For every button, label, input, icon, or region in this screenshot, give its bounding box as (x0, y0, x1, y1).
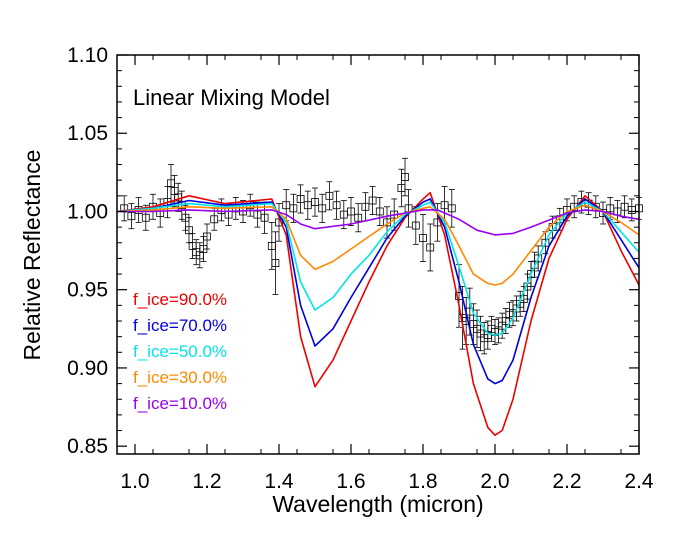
model-lines (116, 191, 640, 437)
data-point (426, 243, 435, 252)
legend-entry: f_ice=50.0% (133, 342, 227, 361)
x-tick-label: 1.6 (336, 470, 365, 493)
x-axis-label: Wavelength (micron) (272, 491, 483, 517)
data-point (199, 245, 208, 253)
x-tick-label: 1.2 (192, 470, 221, 493)
x-tick-label: 2.4 (624, 470, 654, 493)
data-point (127, 212, 136, 221)
y-tick-label: 1.10 (67, 44, 108, 67)
y-tick-label: 1.00 (67, 200, 108, 223)
x-tick-label: 1.4 (264, 470, 294, 493)
x-tick-labels: 1.0 1.2 1.4 1.6 1.8 2.0 2.2 2.4 (120, 470, 654, 493)
data-point (203, 232, 211, 241)
data-point (167, 179, 175, 188)
data-point (447, 204, 456, 213)
x-tick-label: 2.0 (480, 470, 509, 493)
data-point (361, 202, 370, 211)
data-point (289, 204, 298, 213)
data-point (325, 191, 334, 200)
data-point (141, 213, 150, 222)
data-point (354, 213, 363, 222)
series-line (116, 204, 640, 286)
y-tick-label: 0.95 (67, 279, 108, 302)
y-tick-label: 0.90 (67, 357, 108, 380)
data-point (296, 195, 305, 203)
data-point (375, 207, 384, 216)
y-tick-labels: 0.85 0.90 0.95 1.00 1.05 1.10 (67, 44, 108, 458)
data-point (397, 184, 406, 192)
legend-entry: f_ice=90.0% (133, 290, 227, 309)
data-point (411, 221, 420, 230)
data-point (419, 234, 427, 242)
x-tick-label: 2.2 (552, 470, 581, 493)
legend: f_ice=90.0% f_ice=70.0% f_ice=50.0% f_ice=3… (133, 290, 227, 413)
data-point (527, 270, 535, 278)
data-point (311, 198, 319, 206)
plot-frame (116, 54, 640, 455)
data-point (401, 173, 409, 181)
y-axis-label: Relative Reflectance (19, 150, 45, 361)
data-point (534, 254, 543, 263)
data-point (271, 259, 280, 268)
data-point (185, 226, 193, 235)
series-line (116, 198, 640, 385)
data-point (267, 241, 276, 250)
legend-entry: f_ice=10.0% (133, 394, 227, 413)
axis-ticks (117, 54, 640, 454)
legend-entry: f_ice=70.0% (133, 316, 227, 335)
data-point (260, 213, 269, 222)
data-point (541, 238, 550, 247)
data-point (210, 215, 219, 224)
x-tick-label: 1.0 (120, 470, 149, 493)
data-point (347, 207, 355, 216)
data-point (318, 204, 327, 213)
y-tick-label: 0.85 (67, 435, 108, 458)
y-tick-label: 1.05 (67, 122, 108, 145)
data-point (368, 196, 377, 205)
x-tick-label: 1.8 (408, 470, 437, 493)
plot-title: Linear Mixing Model (133, 85, 330, 110)
legend-entry: f_ice=30.0% (133, 368, 227, 387)
data-point (332, 201, 341, 210)
series-line (116, 191, 640, 437)
data-point (181, 213, 190, 222)
series-line (117, 209, 640, 236)
